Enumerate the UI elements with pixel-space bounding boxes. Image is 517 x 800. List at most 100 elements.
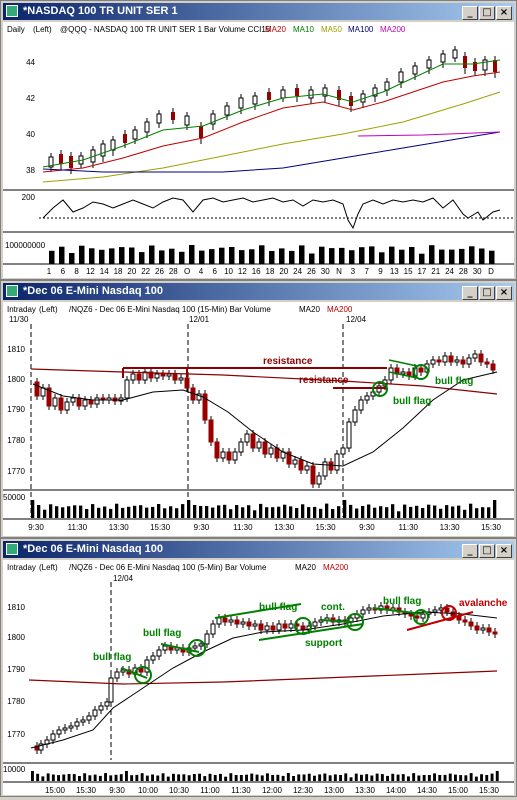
candle-body (38, 743, 44, 751)
title-bar[interactable]: *Dec 06 E-Mini Nasdaq 100 _ □ × (3, 283, 514, 300)
x-axis-label: 15 (404, 267, 413, 276)
volume-bar (88, 775, 92, 781)
x-axis-label: 15:00 (45, 786, 66, 795)
candle-body (322, 461, 328, 477)
volume-bar (489, 250, 495, 264)
volume-bar (161, 773, 165, 781)
candle-body (222, 617, 228, 623)
volume-bar (401, 774, 405, 781)
close-icon[interactable]: × (496, 286, 512, 300)
minimize-icon[interactable]: _ (462, 286, 478, 300)
volume-bar (328, 775, 332, 781)
candle-body (408, 613, 414, 617)
candle-body (114, 671, 120, 679)
volume-bar (79, 505, 83, 518)
volume-bar (365, 774, 369, 781)
x-axis-label: 17 (417, 267, 426, 276)
close-icon[interactable]: × (496, 544, 512, 558)
title-bar[interactable]: *NASDAQ 100 TR UNIT SER 1 _ □ × (3, 3, 514, 20)
x-axis-label: 20 (279, 267, 288, 276)
y-label-1780: 1780 (7, 436, 25, 445)
volume-bar (151, 774, 154, 781)
maximize-icon[interactable]: □ (479, 286, 495, 300)
cci-line (42, 197, 501, 230)
support-annotation: support (305, 638, 343, 649)
candle-body (288, 623, 294, 629)
y-label-42: 42 (26, 94, 35, 103)
minimize-icon[interactable]: _ (462, 544, 478, 558)
chart-area[interactable]: Daily (Left) @QQQ - NASDAQ 100 TR UNIT S… (3, 22, 514, 278)
candle-body (208, 419, 214, 443)
daily-chart-svg[interactable]: Daily (Left) @QQQ - NASDAQ 100 TR UNIT S… (3, 22, 514, 278)
volume-bar (93, 774, 97, 781)
volume-bar (115, 503, 119, 518)
candle-body (352, 409, 358, 423)
volume-bar (99, 249, 105, 264)
x-axis-label: 12 (86, 267, 95, 276)
bull-flag-annotation-3: bull flag (259, 602, 297, 613)
maximize-icon[interactable]: □ (479, 544, 495, 558)
volume-bar (277, 506, 281, 518)
candle-body (304, 465, 310, 471)
daily-chart-window[interactable]: *NASDAQ 100 TR UNIT SER 1 _ □ × Daily (Lef… (0, 0, 517, 280)
volume-bar (469, 246, 475, 264)
volume-bar (265, 507, 269, 518)
resistance-annotation-1: resistance (263, 356, 313, 367)
volume-bar (37, 505, 41, 518)
bull-flag-annotation-2: bull flag (435, 376, 473, 387)
maximize-icon[interactable]: □ (479, 6, 495, 20)
volume-bar (229, 509, 233, 518)
study-list: Bar Volume CCI15 (204, 25, 271, 34)
fifteen-min-chart-window[interactable]: *Dec 06 E-Mini Nasdaq 100 _ □ × Intraday (… (0, 280, 517, 538)
candle-body (192, 645, 198, 649)
candle-body (68, 725, 74, 729)
candle-body (162, 645, 168, 651)
x-axis-label: 9:30 (28, 523, 44, 532)
minimize-icon[interactable]: _ (462, 6, 478, 20)
volume-bar (495, 771, 499, 781)
candle-body (466, 357, 472, 365)
volume-bar (439, 249, 445, 264)
volume-bar (159, 250, 165, 264)
ma200-legend: MA200 (327, 305, 353, 314)
volume-bar (415, 505, 419, 518)
x-axis-label: 24 (293, 267, 302, 276)
chart-area[interactable]: Intraday (Left) /NQZ6 - Dec 06 E-Mini Na… (3, 560, 514, 795)
candle-body (448, 355, 454, 363)
x-axis-label: 15:30 (481, 523, 502, 532)
candle-body (214, 441, 220, 459)
date-label-1201: 12/01 (189, 315, 210, 324)
x-axis-label: 15:30 (316, 523, 337, 532)
candle-body (74, 721, 80, 727)
candle-body (94, 397, 100, 405)
candle-body (196, 393, 202, 401)
volume-bar (46, 773, 50, 781)
x-axis-labels: 1 6 8 12 14 18 20 22 26 28 O 4 6 10 12 16 18 20 24 26 30 N 3 7 9… (47, 267, 494, 276)
candle-body (50, 733, 56, 741)
intraday-15min-svg[interactable]: Intraday (Left) /NQZ6 - Dec 06 E-Mini Na… (3, 302, 514, 536)
x-axis-label: O (184, 267, 190, 276)
avalanche-circle (441, 605, 457, 621)
intraday-5min-svg[interactable]: Intraday (Left) /NQZ6 - Dec 06 E-Mini Na… (3, 560, 514, 795)
candle-body (228, 619, 234, 623)
volume-bar (199, 250, 205, 264)
candle-body (268, 447, 274, 455)
bull-flag-circle-2 (413, 364, 429, 380)
volume-bar (250, 773, 254, 781)
candle-body (454, 359, 460, 363)
close-icon[interactable]: × (496, 6, 512, 20)
volume-bar (79, 245, 85, 264)
interval-label: Intraday (7, 563, 36, 572)
candle-body (316, 475, 322, 485)
five-min-chart-window[interactable]: *Dec 06 E-Mini Nasdaq 100 _ □ × Intraday (… (0, 538, 517, 797)
volume-bar (319, 246, 325, 264)
chart-area[interactable]: Intraday (Left) /NQZ6 - Dec 06 E-Mini Na… (3, 302, 514, 536)
candle-body (144, 659, 150, 673)
date-label-1204: 12/04 (346, 315, 367, 324)
volume-bar (349, 777, 353, 781)
volume-scale-label: 50000 (3, 493, 26, 502)
y-label-1810: 1810 (7, 603, 25, 612)
flag-line-1 (388, 359, 418, 367)
volume-bar (69, 253, 75, 264)
title-bar[interactable]: *Dec 06 E-Mini Nasdaq 100 _ □ × (3, 541, 514, 558)
